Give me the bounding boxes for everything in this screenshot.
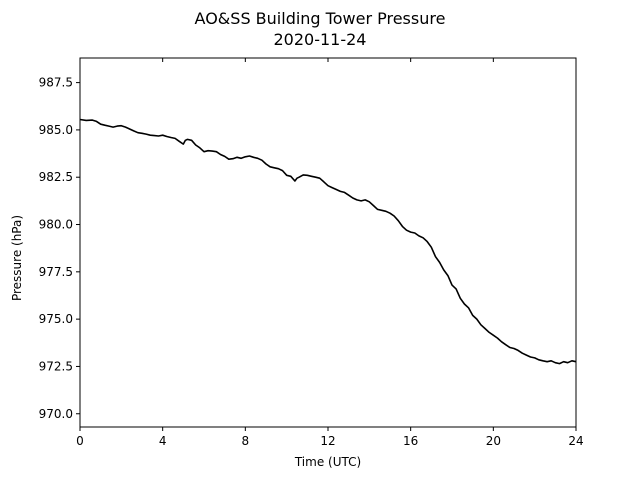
x-tick-label: 16 (403, 434, 418, 448)
x-tick-label: 0 (76, 434, 84, 448)
y-tick-label: 975.0 (39, 312, 73, 326)
x-tick-label: 24 (568, 434, 583, 448)
x-tick-label: 12 (320, 434, 335, 448)
y-axis: 970.0 972.5 975.0 977.5 980.0 982.5 985.0 987.5 (39, 76, 80, 421)
y-tick-label: 980.0 (39, 218, 73, 232)
plot-frame (79, 57, 577, 428)
x-tick-label: 8 (242, 434, 250, 448)
y-axis-label: Pressure (hPa) (10, 215, 24, 301)
x-tick-label: 20 (486, 434, 501, 448)
chart-title: AO&SS Building Tower Pressure (195, 9, 446, 28)
y-tick-label: 977.5 (39, 265, 73, 279)
y-tick-label: 982.5 (39, 170, 73, 184)
y-tick-label: 970.0 (39, 407, 73, 421)
plot-area (79, 118, 577, 365)
y-tick-label: 985.0 (39, 123, 73, 137)
y-tick-label: 987.5 (39, 76, 73, 90)
x-tick-label: 4 (159, 434, 167, 448)
chart-subtitle: 2020-11-24 (274, 30, 367, 49)
x-axis: 0 4 8 12 16 20 24 (76, 58, 584, 448)
x-axis-label: Time (UTC) (294, 455, 361, 469)
y-tick-label: 972.5 (39, 359, 73, 373)
pressure-series-line (79, 118, 577, 365)
